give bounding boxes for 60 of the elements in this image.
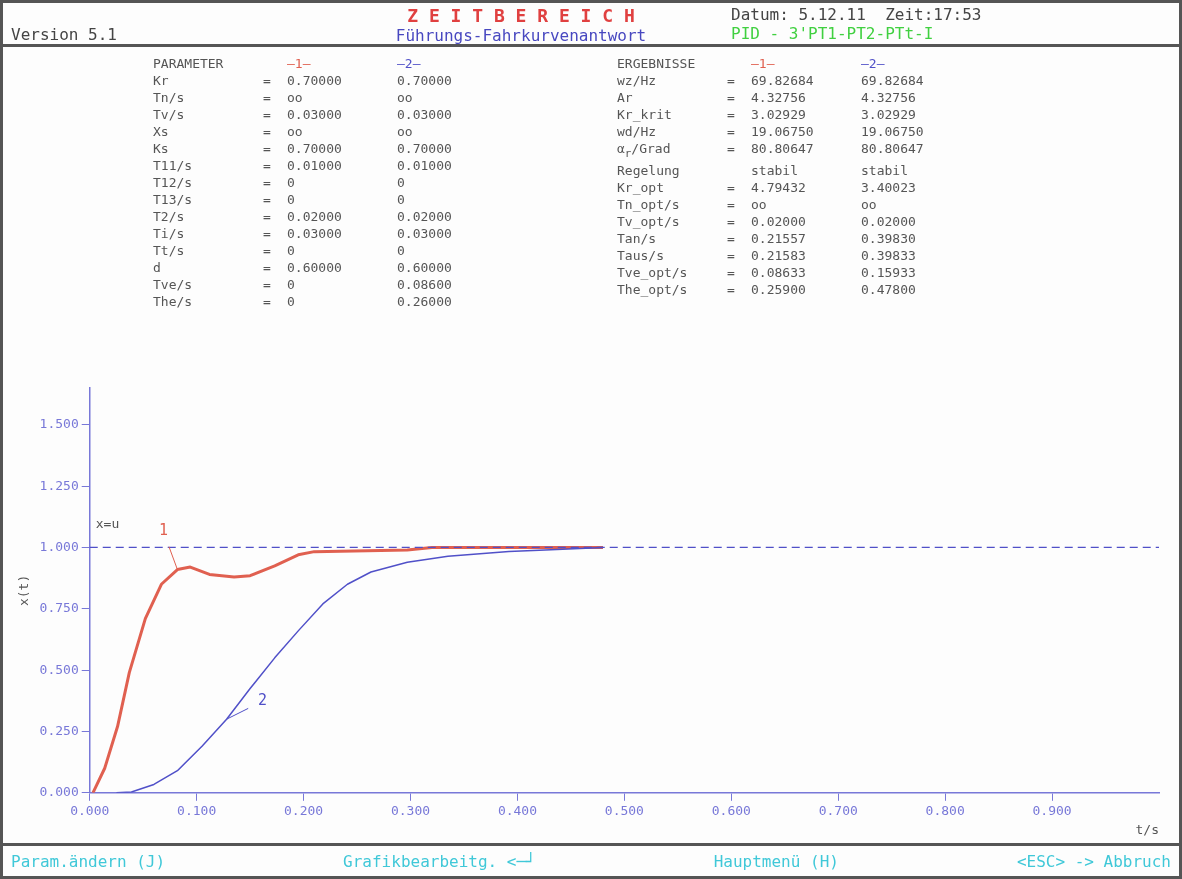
ref-line-label: x=u	[95, 516, 120, 532]
y-tick-label: 0.000	[39, 784, 79, 800]
y-tick-label: 0.750	[39, 600, 79, 616]
text: Ks = 0.70000 0.70000	[153, 141, 452, 156]
text: Hauptmenü (H)	[713, 851, 839, 871]
text: Kr_opt = 4.79432 3.40023	[617, 179, 916, 195]
text: PID - 3'PT1-PT2-PTt-I	[731, 24, 935, 43]
text: Tt/s = 0 0	[153, 243, 405, 258]
x-axis-title: t/s	[1135, 821, 1159, 837]
chart-subtitle: Führungs-Fahrkurvenantwort	[394, 26, 648, 45]
text: Datum: 5.12.11 Zeit:17:53	[731, 5, 983, 24]
y-axis-title: x(t)	[16, 574, 32, 607]
text: Taus/s = 0.21583 0.39833	[617, 247, 916, 263]
y-tick-label: 0.250	[39, 722, 79, 738]
y-tick-label: 1.250	[39, 477, 79, 493]
text: The/s = 0 0.26000	[153, 294, 452, 309]
x-tick-label: 0.900	[1032, 802, 1072, 818]
text: Ar = 4.32756 4.32756	[617, 90, 916, 105]
y-tick-label: 0.500	[39, 661, 79, 677]
text: T12/s = 0 0	[153, 175, 405, 190]
text: Ti/s = 0.03000 0.03000	[153, 226, 452, 241]
text: T11/s = 0.01000 0.01000	[153, 158, 452, 173]
text: Tve/s = 0 0.08600	[153, 277, 452, 292]
text: T13/s = 0 0	[153, 192, 405, 207]
x-tick-label: 0.000	[70, 802, 110, 818]
text: Kr = 0.70000 0.70000	[153, 73, 452, 88]
text: Tve_opt/s = 0.08633 0.15933	[617, 264, 916, 280]
text: Regelung stabil stabil	[617, 162, 908, 178]
text: Tv_opt/s = 0.02000 0.02000	[617, 213, 916, 229]
x-tick-label: 0.500	[604, 802, 644, 818]
x-tick-label: 0.300	[390, 802, 431, 818]
text: Xs = oo oo	[153, 124, 413, 139]
text: <ESC> -> Abbruch	[1016, 851, 1171, 871]
x-tick-label: 0.200	[284, 802, 324, 818]
text: wz/Hz = 69.82684 69.82684	[617, 73, 924, 88]
text: α$_{r}$/Grad = 80.80647 80.80647	[617, 141, 924, 160]
x-tick-label: 0.100	[177, 802, 217, 818]
text: Tan/s = 0.21557 0.39830	[617, 230, 916, 246]
series-label: 2	[258, 691, 268, 710]
text: Version 5.1	[11, 24, 118, 44]
text: Tn_opt/s = oo oo	[617, 196, 877, 212]
text: PARAMETER —1— —2—	[153, 56, 421, 71]
text: Param.ändern (J)	[11, 851, 166, 871]
text: ERGEBNISSE —1— —2—	[617, 56, 885, 71]
text: Grafikbearbeitg. <─┘	[343, 851, 536, 871]
text: Tn/s = oo oo	[153, 90, 413, 105]
x-tick-label: 0.700	[818, 802, 858, 818]
y-tick-label: 1.000	[39, 538, 79, 554]
x-tick-label: 0.600	[711, 802, 751, 818]
text: 1	[158, 521, 168, 540]
text: Kr_krit = 3.02929 3.02929	[617, 107, 916, 122]
text: Tv/s = 0.03000 0.03000	[153, 107, 452, 122]
text: wd/Hz = 19.06750 19.06750	[617, 124, 924, 139]
x-tick-label: 0.800	[925, 802, 965, 818]
text: d = 0.60000 0.60000	[153, 260, 452, 275]
text: The_opt/s = 0.25900 0.47800	[617, 281, 916, 297]
chart-title: Z E I T B E R E I C H	[406, 5, 636, 26]
x-tick-label: 0.400	[497, 802, 538, 818]
text: T2/s = 0.02000 0.02000	[153, 209, 452, 224]
y-tick-label: 1.500	[39, 416, 79, 432]
